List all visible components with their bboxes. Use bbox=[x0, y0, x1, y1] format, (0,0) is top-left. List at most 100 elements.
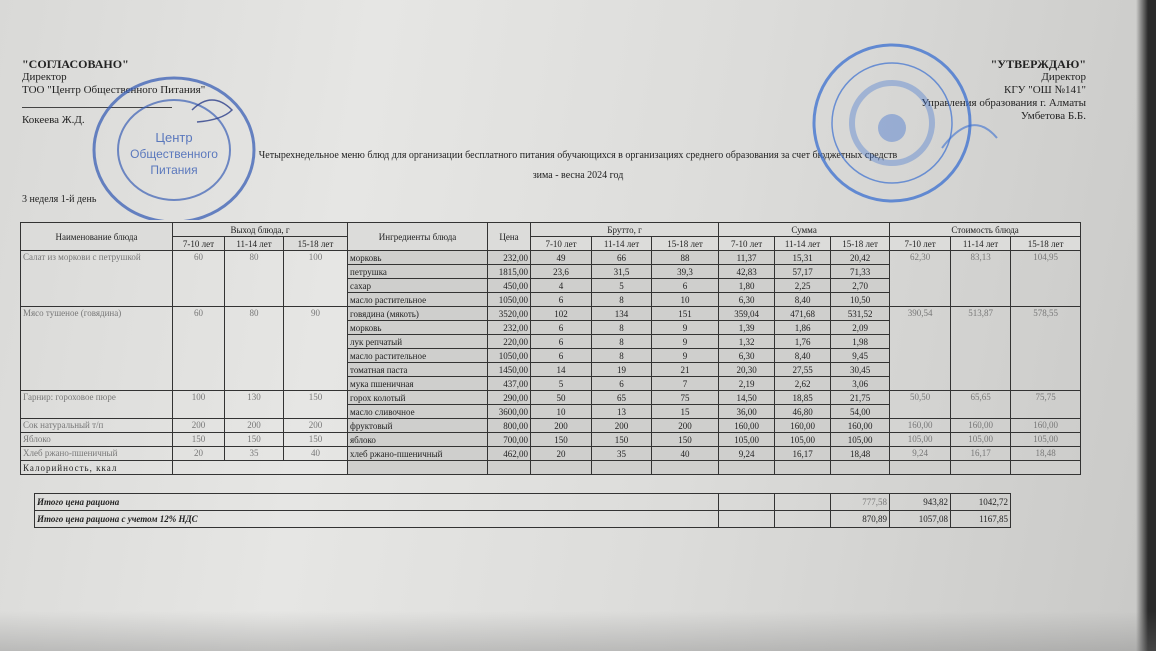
calories-row: Калорийность, ккал bbox=[20, 460, 1082, 475]
ingredient-brutto: 6 bbox=[591, 376, 653, 391]
ingredient-name: горох колотый bbox=[347, 390, 489, 405]
dish-yield: 150 bbox=[172, 432, 225, 447]
header-sum: Сумма bbox=[718, 222, 891, 237]
ingredient-sum: 71,33 bbox=[830, 264, 891, 279]
ingredient-brutto: 150 bbox=[591, 432, 653, 447]
vat-total-7-10: 870,89 bbox=[830, 510, 890, 528]
ingredient-brutto: 21 bbox=[651, 362, 720, 377]
dish-cost: 513,87 bbox=[950, 306, 1012, 391]
approved-signatory: Кокеева Ж.Д. bbox=[22, 114, 85, 126]
ingredient-brutto: 66 bbox=[591, 250, 653, 265]
approve-org: КГУ "ОШ №141" bbox=[1003, 84, 1086, 96]
vat-total-15-18: 1167,85 bbox=[950, 510, 1011, 528]
ingredient-sum: 2,25 bbox=[774, 278, 832, 293]
ingredient-brutto: 6 bbox=[530, 334, 593, 349]
ingredient-sum: 105,00 bbox=[830, 432, 891, 447]
ingredient-brutto: 88 bbox=[651, 250, 720, 265]
empty-cell bbox=[718, 493, 775, 511]
ingredient-price: 3520,00 bbox=[487, 306, 532, 321]
ingredient-brutto: 20 bbox=[530, 446, 593, 461]
ingredient-sum: 36,00 bbox=[718, 404, 776, 419]
ingredient-sum: 11,37 bbox=[718, 250, 776, 265]
ingredient-sum: 8,40 bbox=[774, 292, 832, 307]
ingredient-brutto: 6 bbox=[530, 320, 593, 335]
ingredient-sum: 21,75 bbox=[830, 390, 891, 405]
dish-yield: 20 bbox=[172, 446, 225, 461]
ingredient-brutto: 8 bbox=[591, 334, 653, 349]
calories-empty-cell bbox=[774, 460, 832, 475]
dish-name: Салат из моркови с петрушкой bbox=[20, 250, 173, 307]
calories-empty-cell bbox=[591, 460, 653, 475]
ingredient-price: 1050,00 bbox=[487, 292, 532, 307]
ingredient-sum: 18,48 bbox=[830, 446, 891, 461]
ingredient-brutto: 39,3 bbox=[651, 264, 720, 279]
ingredient-brutto: 15 bbox=[651, 404, 720, 419]
empty-cell bbox=[718, 510, 775, 528]
ingredient-sum: 14,50 bbox=[718, 390, 776, 405]
dish-yield: 60 bbox=[172, 306, 225, 391]
ingredient-sum: 16,17 bbox=[774, 446, 832, 461]
header-cost: Стоимость блюда bbox=[889, 222, 1082, 237]
dish-cost: 578,55 bbox=[1010, 306, 1082, 391]
ingredient-sum: 10,50 bbox=[830, 292, 891, 307]
ingredient-price: 1815,00 bbox=[487, 264, 532, 279]
header-ingredients: Ингредиенты блюда bbox=[347, 222, 489, 251]
dish-cost: 16,17 bbox=[950, 446, 1012, 461]
ingredient-sum: 3,06 bbox=[830, 376, 891, 391]
total-label: Итого цена рациона bbox=[34, 493, 719, 511]
table-row: Салат из моркови с петрушкой 60 80 100 морко… bbox=[20, 250, 1082, 307]
header-price: Цена bbox=[487, 222, 532, 251]
vat-total-11-14: 1057,08 bbox=[889, 510, 951, 528]
ingredient-brutto: 5 bbox=[530, 376, 593, 391]
calories-empty-cell bbox=[718, 460, 776, 475]
ingredient-brutto: 5 bbox=[591, 278, 653, 293]
ingredient-sum: 1,80 bbox=[718, 278, 776, 293]
dish-name: Яблоко bbox=[20, 432, 173, 447]
calories-label: Калорийность, ккал bbox=[20, 460, 173, 475]
ingredient-sum: 1,32 bbox=[718, 334, 776, 349]
ingredient-name: яблоко bbox=[347, 432, 489, 447]
total-row: Итого цена рациона 777,58 943,82 1042,72 bbox=[34, 493, 1079, 511]
ingredient-sum: 57,17 bbox=[774, 264, 832, 279]
dish-yield: 35 bbox=[224, 446, 284, 461]
dish-yield: 150 bbox=[282, 390, 349, 419]
total-11-14: 943,82 bbox=[889, 493, 951, 511]
signature-line bbox=[22, 97, 172, 108]
ingredient-brutto: 35 bbox=[591, 446, 653, 461]
ingredient-brutto: 31,5 bbox=[591, 264, 653, 279]
dish-cost: 75,75 bbox=[1010, 390, 1082, 419]
ingredient-price: 232,00 bbox=[487, 250, 532, 265]
ingredient-name: сахар bbox=[347, 278, 489, 293]
ingredient-name: петрушка bbox=[347, 264, 489, 279]
svg-text:Центр: Центр bbox=[155, 130, 192, 145]
dish-name: Хлеб ржано-пшеничный bbox=[20, 446, 173, 461]
ingredient-price: 700,00 bbox=[487, 432, 532, 447]
dish-yield: 200 bbox=[224, 418, 284, 433]
dish-name: Гарнир: гороховое пюре bbox=[20, 390, 173, 419]
ingredient-sum: 6,30 bbox=[718, 292, 776, 307]
ingredient-sum: 2,62 bbox=[774, 376, 832, 391]
vat-total-label: Итого цена рациона с учетом 12% НДС bbox=[34, 510, 719, 528]
calories-yield-empty bbox=[171, 460, 349, 475]
dish-yield: 130 bbox=[224, 390, 284, 419]
header-brutto-age: 7-10 лет bbox=[530, 236, 593, 251]
document-title: Четырехнедельное меню блюд для организац… bbox=[258, 150, 898, 161]
dish-cost: 160,00 bbox=[950, 418, 1012, 433]
calories-empty-cell bbox=[487, 460, 532, 475]
dish-yield: 200 bbox=[282, 418, 349, 433]
ingredient-brutto: 75 bbox=[651, 390, 720, 405]
totals-table: Итого цена рациона 777,58 943,82 1042,72… bbox=[34, 493, 1079, 528]
ingredient-price: 290,00 bbox=[487, 390, 532, 405]
approve-signatory: Умбетова Б.Б. bbox=[1020, 110, 1086, 122]
ingredient-brutto: 9 bbox=[651, 320, 720, 335]
ingredient-sum: 1,39 bbox=[718, 320, 776, 335]
ingredient-price: 437,00 bbox=[487, 376, 532, 391]
ingredient-sum: 160,00 bbox=[774, 418, 832, 433]
ingredient-name: лук репчатый bbox=[347, 334, 489, 349]
header-brutto: Брутто, г bbox=[530, 222, 720, 237]
week-day-label: 3 неделя 1-й день bbox=[22, 194, 97, 205]
ingredient-sum: 2,09 bbox=[830, 320, 891, 335]
ingredient-brutto: 10 bbox=[530, 404, 593, 419]
ingredient-sum: 20,42 bbox=[830, 250, 891, 265]
ingredient-sum: 359,04 bbox=[718, 306, 776, 321]
